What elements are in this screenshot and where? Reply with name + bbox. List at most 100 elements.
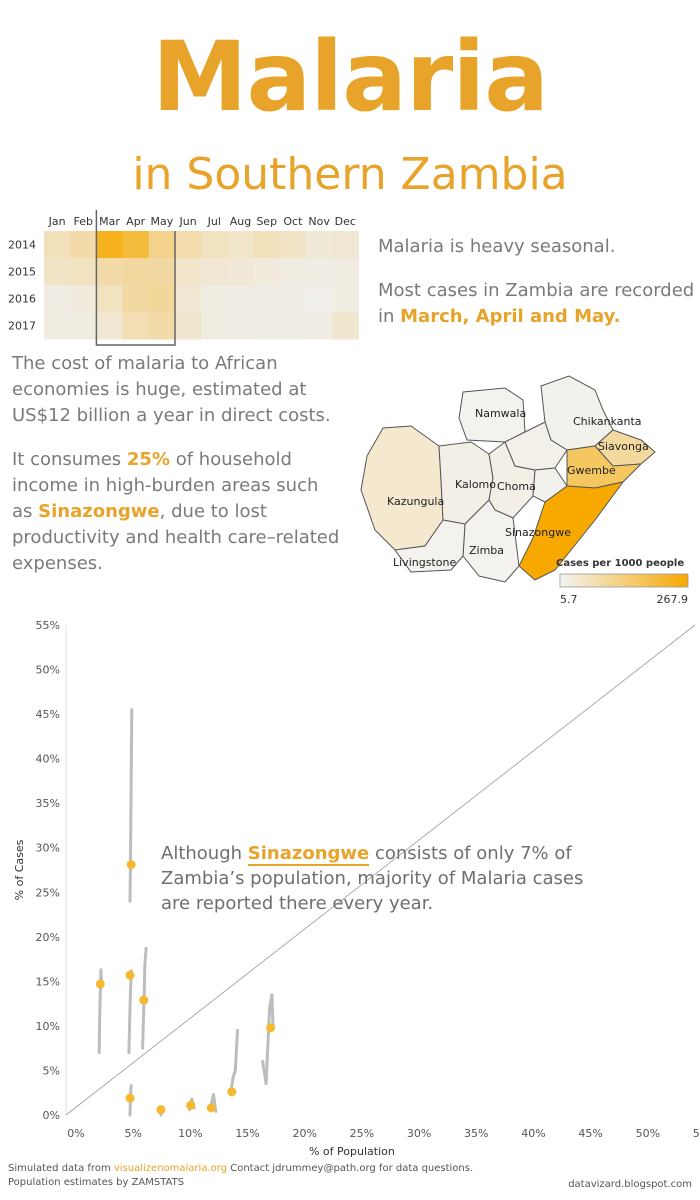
district-label: Namwala — [475, 407, 526, 420]
heatmap-month-label: Mar — [99, 215, 120, 228]
annotation-place: Sinazongwe — [247, 843, 370, 866]
x-tick-label: 30% — [407, 1127, 431, 1140]
heatmap-month-label: Jun — [179, 215, 197, 228]
heatmap-cell — [306, 312, 333, 340]
footer-suffix: Contact jdrummey@path.org for data quest… — [227, 1163, 474, 1174]
scatter-point — [125, 1093, 135, 1103]
scatter-point — [266, 1023, 276, 1033]
heatmap-cell — [253, 312, 281, 340]
heatmap-cell — [332, 312, 359, 340]
y-tick-label: 40% — [36, 753, 60, 766]
heatmap-cell — [148, 258, 176, 286]
season-line-2: Most cases in Zambia are recorded in Mar… — [378, 278, 698, 330]
heatmap-year-label: 2014 — [8, 239, 36, 252]
district-monze — [504, 421, 568, 471]
district-mazabuka — [532, 467, 568, 503]
heatmap-cell — [96, 312, 124, 340]
district-label: Zimba — [469, 544, 504, 557]
heatmap-month-label: Feb — [74, 215, 93, 228]
x-tick-label: 0% — [67, 1127, 84, 1140]
y-tick-label: 55% — [36, 619, 60, 632]
cost-p2-a: It consumes — [12, 449, 127, 470]
heatmap-cell — [70, 312, 97, 340]
heatmap-cell — [253, 258, 281, 286]
heatmap-month-label: Aug — [230, 215, 251, 228]
season-line-2-prefix: Most cases in Zambia are recorded in — [378, 280, 695, 327]
heatmap-cell — [175, 258, 202, 286]
seasonal-heatmap: Jan Feb Mar Apr May Jun Jul Aug Sep Oct Nov Dec 2014… — [8, 210, 359, 346]
heatmap-month-label: May — [151, 215, 174, 228]
x-tick-label: 40% — [521, 1127, 545, 1140]
heatmap-cell — [44, 231, 71, 259]
parity-diagonal — [65, 624, 696, 1116]
heatmap-cell — [122, 312, 150, 340]
heatmap-cell — [227, 231, 255, 259]
x-tick-label: 20% — [293, 1127, 317, 1140]
heatmap-cell — [306, 231, 333, 259]
footer-source-link[interactable]: visualizenomalaria.org — [113, 1163, 228, 1174]
heatmap-cell — [227, 285, 255, 313]
district-label: Gwembe — [567, 464, 616, 477]
scatter-trail — [141, 946, 148, 1050]
y-tick-label: 45% — [36, 708, 60, 721]
cost-p2-b: of household income in high-burden areas… — [12, 449, 319, 522]
heatmap-highlight-box — [95, 210, 176, 346]
scatter-trail — [128, 1084, 133, 1117]
heatmap-cell — [175, 312, 202, 340]
y-tick-label: 10% — [36, 1020, 60, 1033]
heatmap-cell — [148, 312, 176, 340]
x-tick-label: 10% — [178, 1127, 202, 1140]
district-map: Namwala Chikankanta Siavonga Gwembe Kazungul… — [360, 375, 689, 606]
heatmap-year-label: 2017 — [8, 320, 36, 333]
heatmap-month-label: Oct — [283, 215, 303, 228]
heatmap-cell — [279, 258, 307, 286]
x-tick-label: 55% — [693, 1127, 700, 1140]
x-tick-label: 45% — [578, 1127, 602, 1140]
heatmap-month-label: Nov — [308, 215, 330, 228]
x-tick-label: 5% — [124, 1127, 141, 1140]
y-tick-label: 35% — [36, 797, 60, 810]
heatmap-cell — [70, 231, 97, 259]
cost-p2-place: Sinazongwe — [38, 501, 160, 522]
district-sinazongwe — [518, 481, 625, 581]
district-label: Livingstone — [393, 556, 456, 569]
district-label: Kalomo — [455, 478, 496, 491]
heatmap-cell — [332, 285, 359, 313]
heatmap-cell — [96, 258, 124, 286]
heatmap-cell — [279, 312, 307, 340]
district-zimba — [462, 499, 520, 583]
x-tick-label: 25% — [350, 1127, 374, 1140]
heatmap-cell — [201, 258, 228, 286]
heatmap-cell — [332, 258, 359, 286]
cost-p2-percent: 25% — [126, 449, 170, 470]
season-line-1: Malaria is heavy seasonal. — [378, 236, 616, 257]
scatter-point — [95, 979, 105, 989]
heatmap-cell — [253, 231, 281, 259]
heatmap-cell — [44, 285, 71, 313]
heatmap-cell — [122, 258, 150, 286]
y-tick-label: 5% — [43, 1064, 60, 1077]
map-legend-min: 5.7 — [560, 593, 578, 606]
heatmap-cell — [201, 285, 228, 313]
heatmap-cell — [201, 312, 228, 340]
y-tick-label: 30% — [36, 842, 60, 855]
scatter-trail — [127, 969, 133, 1055]
district-label: Sinazongwe — [505, 526, 571, 539]
heatmap-cell — [306, 285, 333, 313]
scatter-trail — [97, 968, 103, 1055]
scatter-trail — [229, 1028, 239, 1096]
scatter-trail — [261, 993, 275, 1086]
heatmap-cell — [148, 231, 176, 259]
heatmap-month-label: Sep — [256, 215, 277, 228]
scatter-point — [139, 995, 149, 1005]
x-tick-label: 50% — [636, 1127, 660, 1140]
heatmap-cell — [96, 285, 124, 313]
cost-text: The cost of malaria to African economies… — [12, 351, 342, 595]
heatmap-year-label: 2016 — [8, 293, 36, 306]
annotation-prefix: Although — [161, 843, 248, 864]
season-note: Malaria is heavy seasonal. Most cases in… — [378, 234, 698, 348]
scatter-chart: 0% 5% 10% 15% 20% 25% 30% 35% 40% 45% 50% 55% 0% 5% 10… — [13, 619, 700, 1158]
heatmap-cell — [96, 231, 124, 259]
y-axis-label: % of Cases — [13, 839, 26, 900]
x-axis-label: % of Population — [309, 1145, 395, 1158]
